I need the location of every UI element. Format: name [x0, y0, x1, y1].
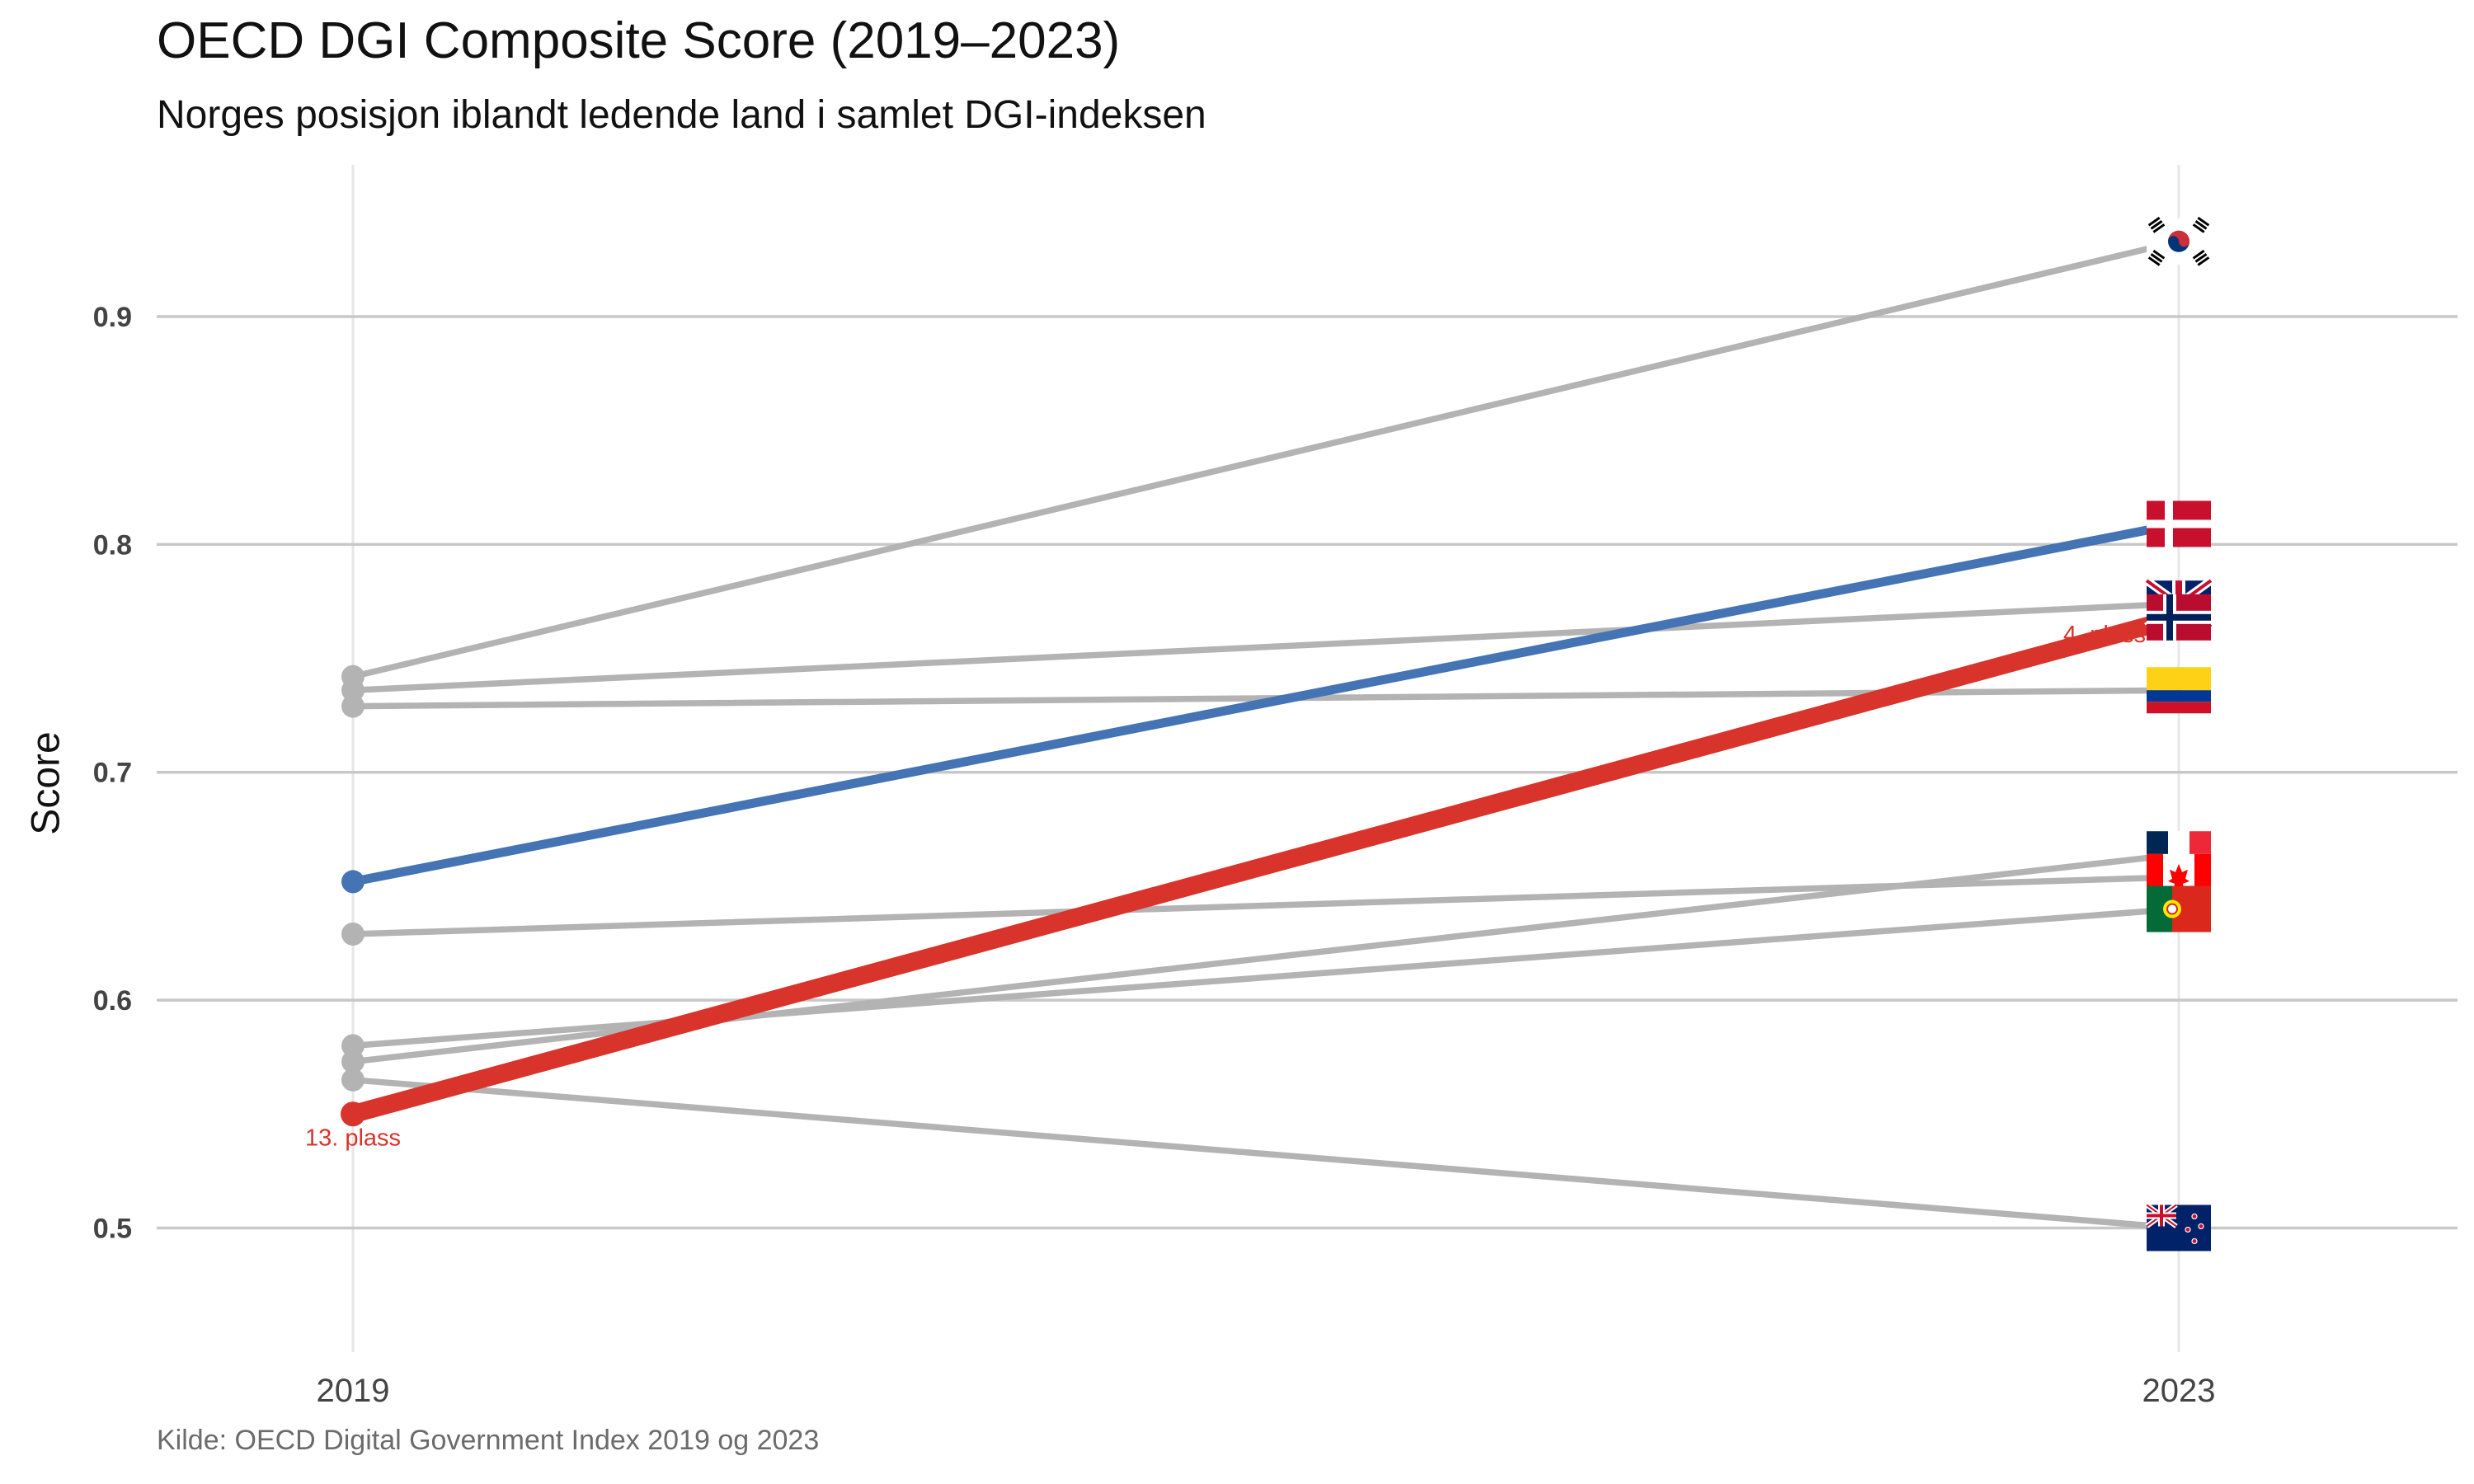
- new-zealand-flag-icon: [2145, 1203, 2211, 1252]
- chart-title: OECD DGI Composite Score (2019–2023): [157, 12, 1121, 69]
- y-tick-label: 0.6: [93, 985, 132, 1017]
- point-2019-denmark: [341, 870, 365, 894]
- band-red: [2147, 702, 2211, 714]
- trigram-bar: [2147, 216, 2161, 227]
- trigram-bar: [2192, 249, 2205, 260]
- trigram: [2147, 249, 2166, 266]
- maple-leaf: [2168, 863, 2189, 892]
- norway-flag-icon: [2147, 594, 2211, 641]
- point-2019-portugal: [341, 1034, 365, 1058]
- chart-subtitle: Norges posisjon iblandt ledende land i s…: [157, 93, 1206, 137]
- point-2019-canada: [341, 922, 365, 946]
- x-tick-label: 2019: [317, 1373, 390, 1409]
- point-2019-norway: [341, 1101, 365, 1127]
- y-tick-label: 0.9: [93, 302, 132, 333]
- cross-h-red: [2147, 1214, 2176, 1218]
- trigram: [2192, 249, 2210, 266]
- denmark-flag-icon: [2147, 500, 2211, 547]
- star: [2185, 1226, 2191, 1233]
- series-line-denmark: [348, 519, 2184, 886]
- x-tick-label: 2023: [2142, 1373, 2216, 1409]
- trigram: [2192, 216, 2210, 233]
- trigram-bar: [2197, 216, 2210, 227]
- series-line-new-zealand: [350, 1077, 2182, 1232]
- source-caption: Kilde: OECD Digital Government Index 201…: [157, 1425, 820, 1456]
- cross-h: [2147, 519, 2211, 528]
- trigram-bar: [2194, 219, 2208, 230]
- y-axis-ticks: 0.5 0.6 0.7 0.8 0.9: [93, 302, 132, 1244]
- point-2019-france: [341, 1050, 365, 1073]
- portugal-flag-icon: [2147, 885, 2211, 932]
- rank-annotation: 4. plass: [2063, 622, 2146, 648]
- band-blue: [2147, 690, 2211, 702]
- series-points: [341, 665, 365, 1127]
- trigram-bar: [2197, 256, 2210, 266]
- country-flags: [2144, 216, 2213, 1252]
- band-yellow: [2147, 667, 2211, 691]
- series-line-south-korea: [350, 238, 2182, 680]
- series-line-norway: [344, 608, 2188, 1124]
- trigram-bar: [2150, 252, 2163, 263]
- cross-h-blue: [2147, 613, 2211, 621]
- south-korea-flag-icon: [2147, 216, 2211, 266]
- y-tick-label: 0.5: [93, 1213, 132, 1244]
- trigram-bar: [2152, 223, 2166, 233]
- x-axis-ticks: 2019 2023: [317, 1373, 2216, 1409]
- point-2019-new-zealand: [341, 1068, 365, 1092]
- series-line-canada: [350, 874, 2182, 937]
- point-2019-united-kingdom: [341, 679, 365, 702]
- star: [2191, 1213, 2198, 1220]
- colombia-flag-icon: [2147, 667, 2211, 714]
- grid-lines: [157, 165, 2458, 1352]
- trigram-bar: [2150, 219, 2163, 230]
- series-line-united-kingdom: [350, 600, 2182, 693]
- trigram-bar: [2147, 256, 2161, 266]
- star: [2198, 1223, 2204, 1230]
- trigram-bar: [2192, 223, 2205, 233]
- trigram-bar: [2194, 252, 2208, 263]
- series-lines: [344, 238, 2188, 1232]
- star: [2191, 1237, 2198, 1245]
- rank-annotations: 13. plass 4. plass: [305, 622, 2146, 1151]
- point-2019-colombia: [341, 694, 365, 718]
- y-tick-label: 0.8: [93, 529, 132, 561]
- trigram-bar: [2152, 249, 2166, 260]
- series-line-portugal: [350, 905, 2182, 1050]
- shield: [2166, 903, 2178, 915]
- trigram: [2147, 216, 2166, 233]
- y-tick-label: 0.7: [93, 758, 132, 789]
- taeguk-red: [2168, 230, 2189, 247]
- rank-annotation: 13. plass: [305, 1125, 401, 1151]
